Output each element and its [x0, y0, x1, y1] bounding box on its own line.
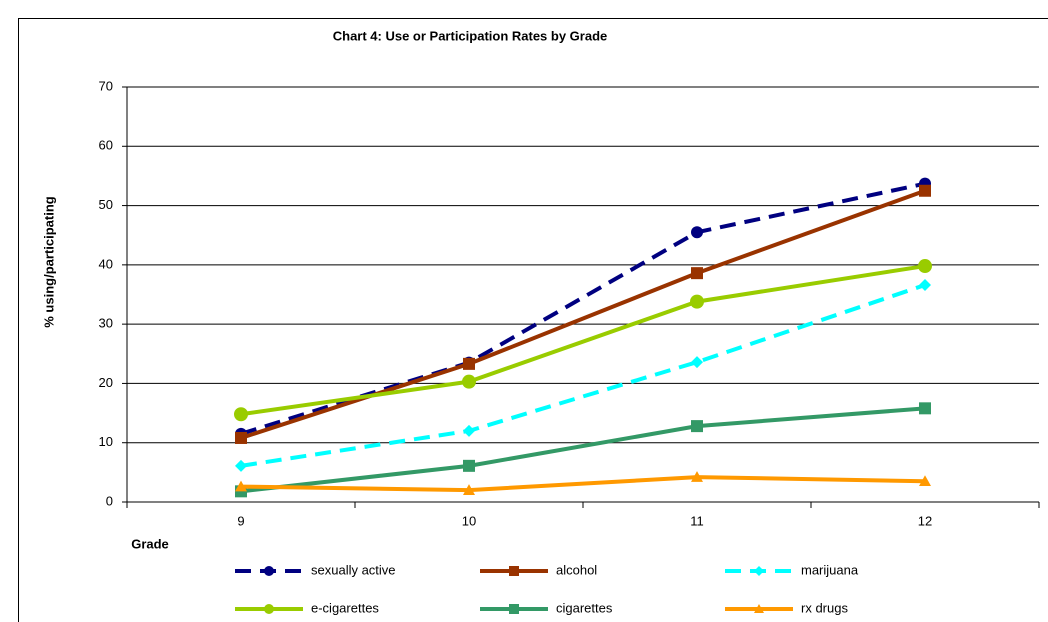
y-tick-label: 30	[99, 316, 113, 331]
series-line	[240, 406, 926, 494]
legend-marker	[509, 566, 519, 576]
series-line	[240, 188, 926, 440]
y-tick-label: 50	[99, 197, 113, 212]
marker	[919, 475, 931, 487]
series	[235, 184, 931, 444]
x-tick-label: 9	[237, 513, 244, 528]
marker	[691, 267, 703, 280]
series	[235, 471, 931, 495]
legend-label: cigarettes	[556, 600, 613, 615]
marker	[463, 424, 475, 437]
legend-marker	[509, 604, 519, 614]
legend-label: alcohol	[556, 562, 597, 577]
x-tick-label: 12	[918, 513, 932, 528]
legend-label: rx drugs	[801, 600, 848, 615]
marker	[919, 279, 931, 292]
legend-label: sexually active	[311, 562, 396, 577]
marker	[235, 431, 247, 444]
legend-marker	[264, 566, 274, 576]
y-tick-label: 60	[99, 138, 113, 153]
series	[235, 402, 931, 498]
series-line	[240, 475, 926, 493]
marker	[463, 484, 475, 495]
marker	[463, 459, 475, 472]
y-tick-label: 40	[99, 256, 113, 271]
y-axis-label: % using/participating	[41, 196, 56, 328]
y-tick-label: 20	[99, 375, 113, 390]
legend-label: marijuana	[801, 562, 859, 577]
marker	[235, 459, 247, 472]
legend-marker	[754, 566, 764, 576]
marker	[691, 471, 703, 482]
y-tick-label: 70	[99, 78, 113, 93]
marker	[463, 357, 475, 370]
marker	[919, 402, 931, 415]
series-line	[240, 181, 926, 436]
marker	[235, 480, 247, 492]
marker	[919, 184, 931, 197]
series	[235, 279, 931, 472]
y-tick-label: 0	[106, 493, 113, 508]
chart-title: Chart 4: Use or Participation Rates by G…	[333, 28, 608, 43]
x-axis-label: Grade	[131, 536, 169, 551]
marker	[691, 356, 703, 369]
legend-marker	[754, 604, 764, 613]
x-tick-label: 11	[690, 513, 704, 528]
y-tick-label: 10	[99, 434, 113, 449]
marker	[691, 226, 703, 239]
marker	[462, 374, 476, 389]
marker	[234, 407, 248, 422]
marker	[918, 259, 932, 274]
series-line	[240, 283, 926, 468]
legend-label: e-cigarettes	[311, 600, 379, 615]
chart-frame	[18, 18, 1048, 622]
series-line	[240, 264, 926, 417]
x-tick-label: 10	[462, 513, 476, 528]
legend-marker	[264, 604, 274, 614]
marker	[690, 294, 704, 309]
marker	[691, 420, 703, 433]
series	[234, 259, 932, 422]
